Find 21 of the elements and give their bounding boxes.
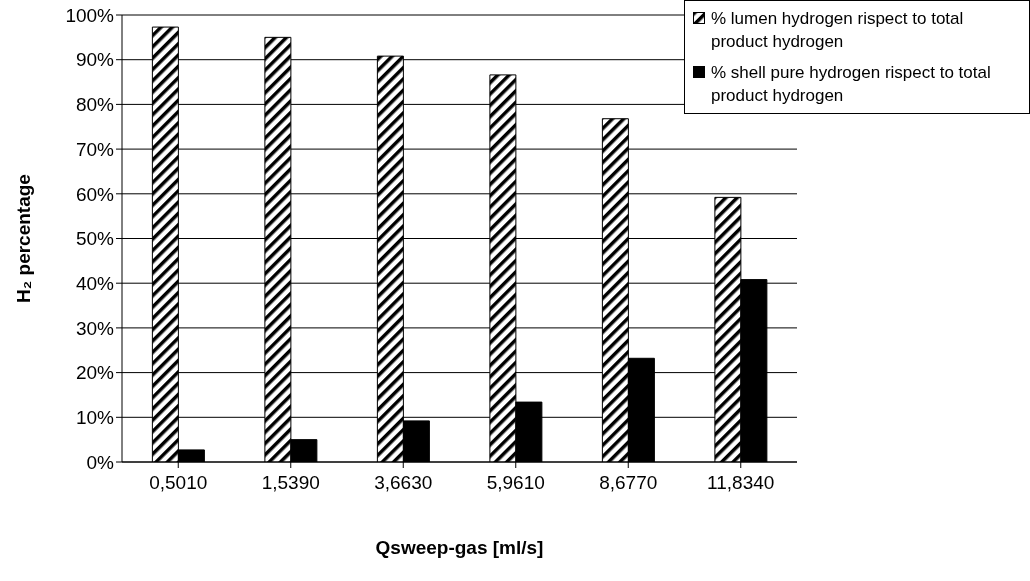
y-axis-title: H₂ percentage [13, 174, 34, 303]
y-tick-label: 80% [75, 94, 115, 116]
x-tick-label: 11,8340 [707, 472, 775, 494]
x-tick-label: 0,5010 [149, 472, 208, 494]
y-tick-label: 10% [75, 407, 115, 429]
y-tick-label: 40% [75, 272, 115, 294]
legend-label: % lumen hydrogen rispect to total product hydrogen [711, 8, 965, 53]
y-tick-label: 60% [75, 183, 115, 205]
x-tick-label: 5,9610 [486, 472, 545, 494]
y-tick-label: 0% [86, 451, 115, 473]
x-tick-label: 8,6770 [599, 472, 658, 494]
y-tick-label: 90% [75, 49, 115, 71]
x-axis-title: Qsweep-gas [ml/s] [375, 537, 544, 558]
legend-label: % shell pure hydrogen rispect to total product hydrogen [711, 62, 992, 107]
y-tick-label: 70% [75, 138, 115, 160]
y-tick-label: 50% [75, 228, 115, 250]
x-tick-label: 1,5390 [261, 472, 320, 494]
y-tick-label: 20% [75, 362, 115, 384]
x-tick-label: 3,6630 [374, 472, 433, 494]
y-tick-label: 100% [65, 4, 115, 26]
y-tick-label: 30% [75, 317, 115, 339]
